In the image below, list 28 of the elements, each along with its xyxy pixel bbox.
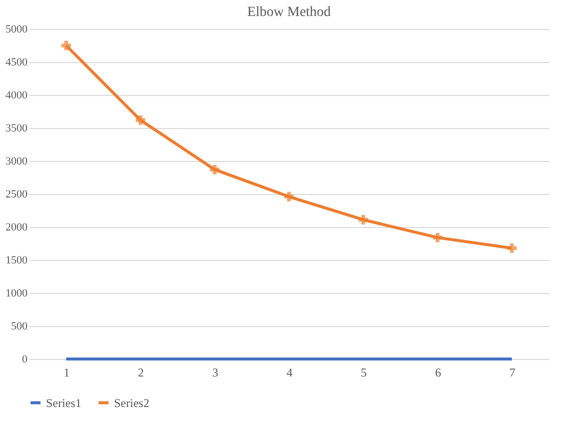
point [284,192,294,202]
y-tick-label: 4500 [6,56,28,68]
y-tick-label: 4000 [6,90,28,102]
x-tick-label: 6 [435,366,442,380]
chart-title: Elbow Method [247,5,331,20]
x-tick-label: 7 [509,366,516,380]
point [358,214,368,224]
y-tick-label: 0 [22,354,28,366]
y-tick-label: 2000 [6,222,28,234]
x-tick-label: 5 [360,366,367,380]
x-tick-label: 3 [212,366,218,380]
legend-label: Series2 [114,396,150,410]
point [432,232,442,242]
point [210,164,220,174]
y-tick-label: 2500 [6,188,28,200]
x-tick-label: 1 [64,366,70,380]
y-tick-label: 3000 [6,156,28,168]
y-tick-label: 1000 [6,288,28,300]
point [61,40,71,50]
point [136,115,146,125]
legend-label: Series1 [46,396,82,410]
x-tick-label: 4 [286,366,292,380]
point [507,243,517,253]
y-tick-label: 1500 [6,254,28,266]
y-tick-label: 3500 [6,122,28,134]
y-tick-label: 500 [11,320,28,332]
x-tick-label: 2 [138,366,144,380]
y-tick-label: 5000 [6,24,28,36]
